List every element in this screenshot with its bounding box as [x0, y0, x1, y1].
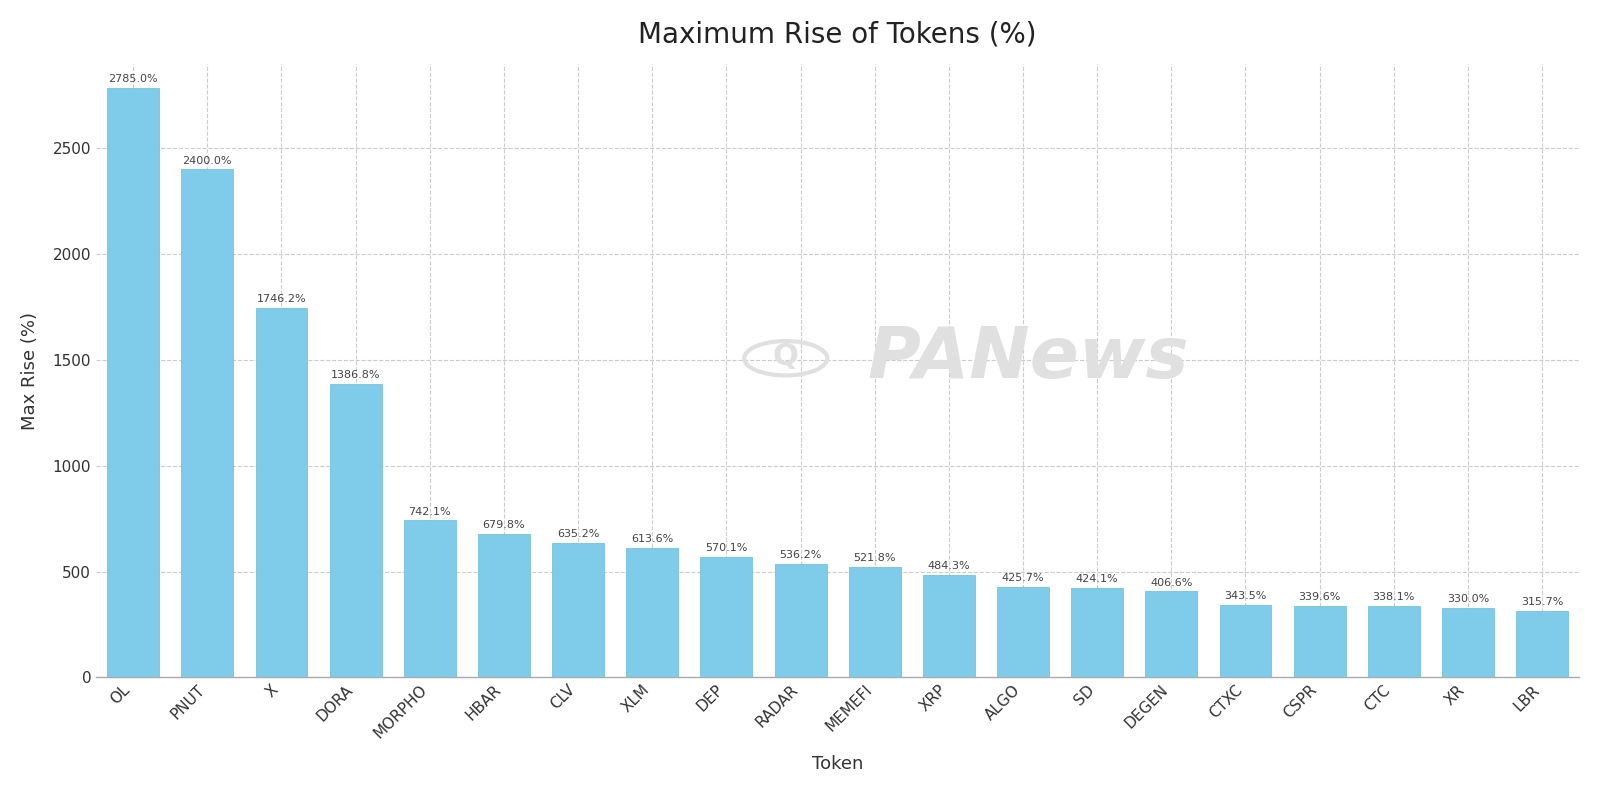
Bar	[1442, 607, 1494, 677]
Text: 424.1%: 424.1%	[1075, 574, 1118, 584]
Bar	[774, 564, 827, 677]
Bar	[181, 169, 234, 677]
Y-axis label: Max Rise (%): Max Rise (%)	[21, 311, 38, 430]
Text: 406.6%: 406.6%	[1150, 577, 1192, 588]
Bar	[1517, 611, 1568, 677]
Text: 570.1%: 570.1%	[706, 543, 747, 553]
Bar	[330, 384, 381, 677]
Text: 679.8%: 679.8%	[483, 520, 525, 530]
Text: 635.2%: 635.2%	[557, 529, 600, 539]
Text: 330.0%: 330.0%	[1446, 594, 1490, 603]
Text: 343.5%: 343.5%	[1224, 591, 1267, 601]
Text: 1386.8%: 1386.8%	[331, 370, 381, 380]
Bar	[1072, 588, 1123, 677]
Bar	[626, 548, 678, 677]
Bar	[552, 543, 605, 677]
Text: 484.3%: 484.3%	[928, 561, 970, 571]
Bar	[1294, 606, 1346, 677]
Text: 613.6%: 613.6%	[630, 534, 674, 544]
Bar	[478, 534, 530, 677]
Bar	[256, 308, 307, 677]
Bar	[1368, 606, 1419, 677]
Bar	[848, 567, 901, 677]
Bar	[403, 520, 456, 677]
Text: 2400.0%: 2400.0%	[182, 156, 232, 166]
Text: 425.7%: 425.7%	[1002, 573, 1045, 584]
Text: Q: Q	[773, 342, 798, 371]
Text: 339.6%: 339.6%	[1299, 592, 1341, 602]
Bar	[923, 575, 974, 677]
Bar	[107, 88, 158, 677]
Text: 536.2%: 536.2%	[779, 550, 822, 560]
Text: 338.1%: 338.1%	[1373, 592, 1414, 602]
Text: 742.1%: 742.1%	[408, 507, 451, 517]
X-axis label: Token: Token	[811, 755, 864, 773]
Bar	[701, 557, 752, 677]
Bar	[1146, 592, 1197, 677]
Bar	[997, 588, 1050, 677]
Text: 1746.2%: 1746.2%	[256, 294, 306, 304]
Bar	[1219, 605, 1272, 677]
Title: Maximum Rise of Tokens (%): Maximum Rise of Tokens (%)	[638, 21, 1037, 49]
Text: 2785.0%: 2785.0%	[109, 74, 158, 84]
Text: PANews: PANews	[867, 324, 1189, 393]
Text: 521.8%: 521.8%	[853, 553, 896, 563]
Text: 315.7%: 315.7%	[1522, 597, 1563, 607]
